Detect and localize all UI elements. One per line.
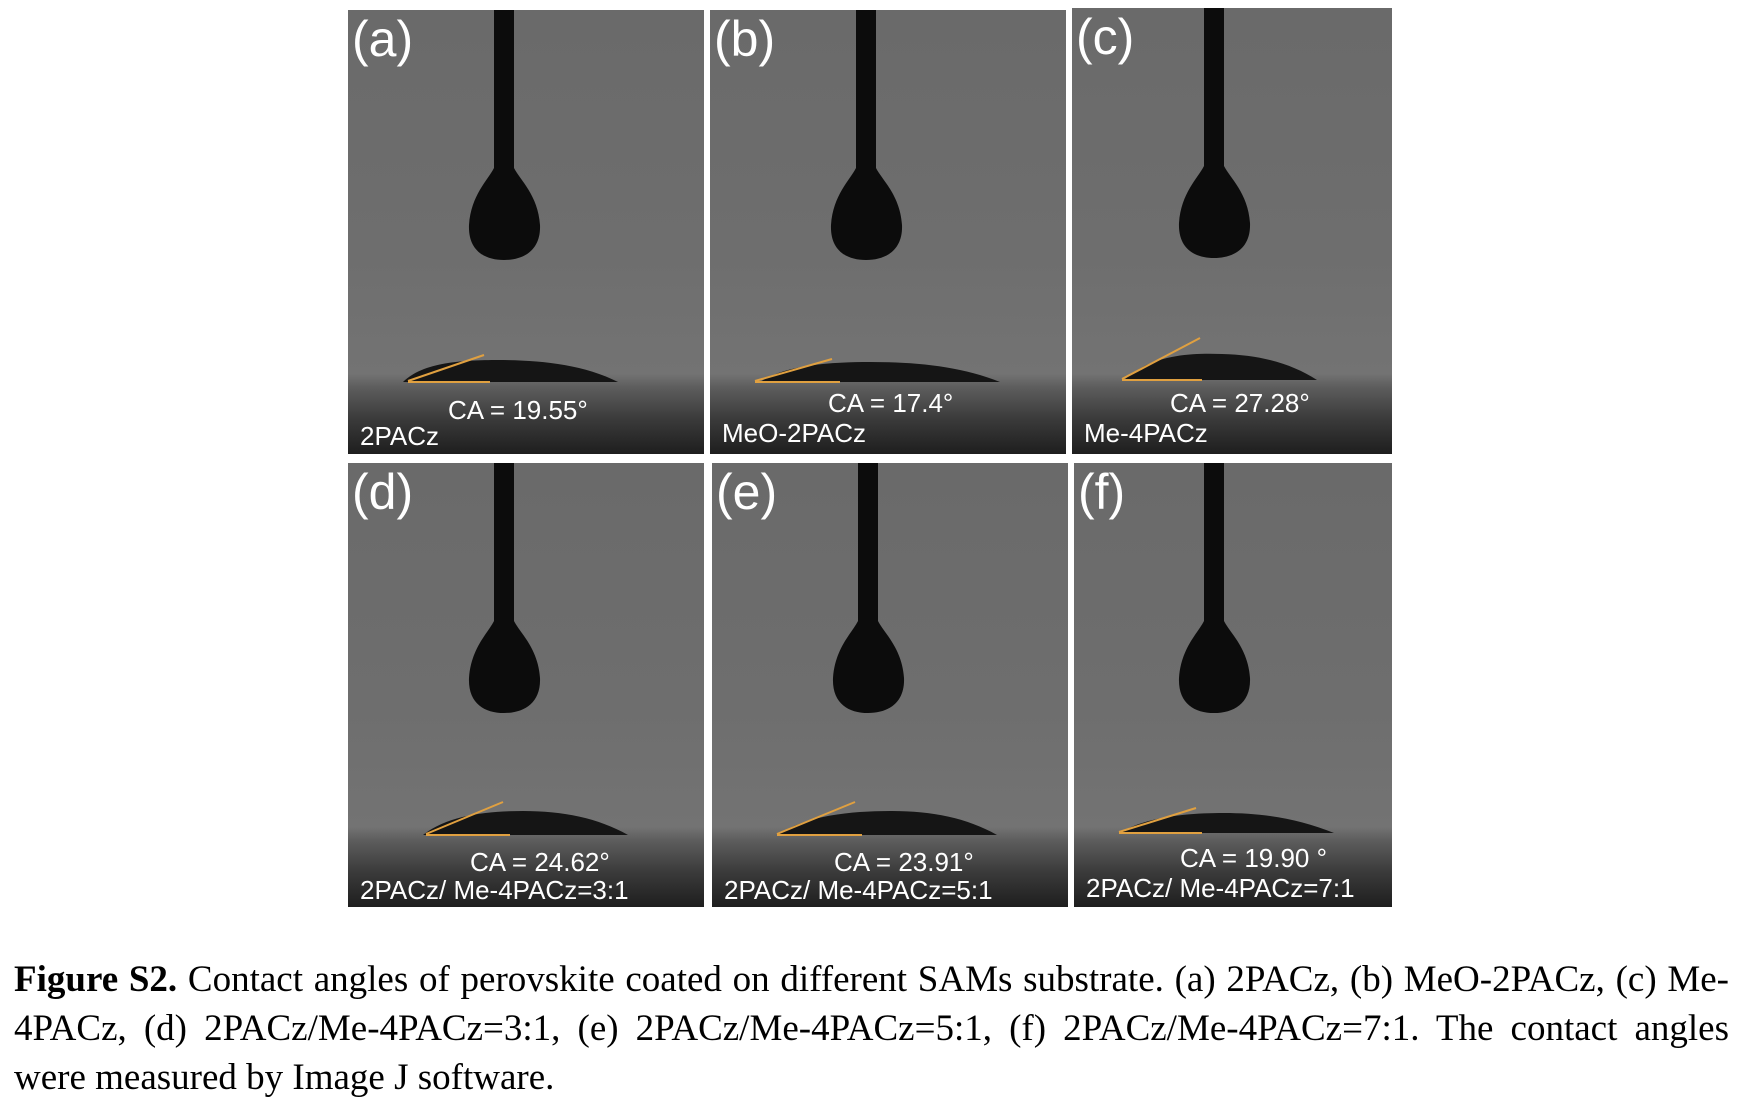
sam-label: 2PACz/ Me-4PACz=5:1	[724, 875, 993, 905]
panel-b: (b) CA = 17.4° MeO-2PACz	[710, 10, 1066, 454]
tangent-line	[425, 801, 504, 835]
panel-label: (c)	[1076, 9, 1135, 65]
caption-text: Contact angles of perovskite coated on d…	[14, 959, 1730, 1098]
sessile-drop	[403, 360, 618, 382]
contact-angle-value: CA = 19.55°	[448, 395, 588, 425]
needle-tip	[1178, 463, 1251, 713]
sessile-drop	[760, 362, 1000, 382]
tangent-line	[1121, 337, 1201, 380]
sam-label: 2PACz/ Me-4PACz=3:1	[360, 875, 629, 905]
needle-tip	[468, 463, 541, 713]
contact-angle-value: CA = 19.90 °	[1180, 843, 1327, 873]
needle-tip	[832, 463, 905, 713]
needle-tip	[830, 10, 903, 260]
tangent-line	[1118, 807, 1197, 833]
droplet-image-c	[1121, 8, 1317, 381]
sam-label: 2PACz/ Me-4PACz=7:1	[1086, 873, 1355, 903]
sessile-drop	[423, 811, 628, 835]
contact-angle-value: CA = 27.28°	[1170, 388, 1310, 418]
contact-angle-value: CA = 24.62°	[470, 847, 610, 877]
panel-label: (a)	[352, 11, 414, 67]
sam-label: Me-4PACz	[1084, 418, 1208, 448]
panel-d: (d) CA = 24.62° 2PACz/ Me-4PACz=3:1	[348, 463, 704, 907]
droplet-image-e	[776, 463, 997, 836]
figure-label: Figure S2.	[14, 959, 178, 1000]
panel-label: (f)	[1078, 464, 1126, 520]
sessile-drop	[1124, 353, 1317, 380]
tangent-line	[776, 801, 856, 835]
contact-angle-value: CA = 23.91°	[834, 847, 974, 877]
needle-tip	[468, 10, 541, 260]
panel-label: (d)	[352, 464, 414, 520]
contact-angle-value: CA = 17.4°	[828, 388, 954, 418]
panel-f: (f) CA = 19.90 ° 2PACz/ Me-4PACz=7:1	[1074, 463, 1392, 907]
tangent-line	[754, 358, 833, 382]
panel-e: (e) CA = 23.91° 2PACz/ Me-4PACz=5:1	[712, 463, 1068, 907]
panel-label: (b)	[714, 11, 776, 67]
sam-label: 2PACz	[360, 421, 439, 451]
panel-c: (c) CA = 27.28° Me-4PACz	[1072, 8, 1392, 454]
droplet-image-f	[1118, 463, 1334, 834]
panel-label: (e)	[716, 464, 778, 520]
sessile-drop	[777, 811, 997, 835]
needle-tip	[1178, 8, 1251, 258]
figure-caption: Figure S2. Contact angles of perovskite …	[14, 955, 1729, 1102]
sam-label: MeO-2PACz	[722, 418, 866, 448]
droplet-image-b	[754, 10, 1000, 383]
droplet-image-d	[423, 463, 628, 836]
tangent-line	[407, 354, 485, 382]
panel-a: (a) CA = 19.55° 2PACz	[348, 10, 704, 454]
sessile-drop	[1119, 813, 1334, 833]
droplet-image-a	[403, 10, 618, 383]
